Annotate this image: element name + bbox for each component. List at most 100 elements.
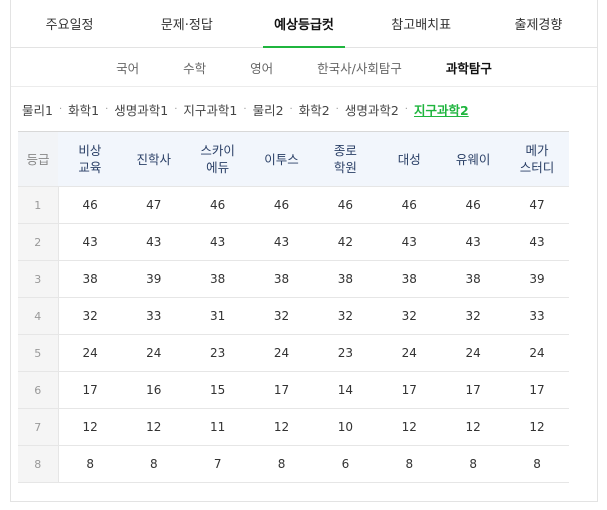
subject-link-1[interactable]: 화학1: [68, 102, 100, 118]
subject-link-4[interactable]: 물리2: [252, 102, 284, 118]
column-header-line: 스카이: [200, 143, 235, 158]
grade-cell: 8: [18, 445, 59, 483]
subtab-3[interactable]: 한국사/사회탐구: [317, 60, 402, 76]
score-cell: 24: [121, 334, 186, 372]
score-cell: 23: [313, 334, 378, 372]
score-cell: 12: [249, 408, 314, 446]
column-header-line: 에듀: [206, 160, 230, 175]
tab-4[interactable]: 출제경향: [514, 18, 563, 33]
subtab-4[interactable]: 과학탐구: [445, 60, 492, 76]
score-cell: 10: [313, 408, 378, 446]
subtab-0[interactable]: 국어: [116, 60, 140, 76]
subject-link-3[interactable]: 지구과학1: [183, 102, 238, 118]
tab-3[interactable]: 참고배치표: [391, 18, 452, 33]
score-cell: 46: [441, 186, 506, 224]
separator-dot: ·: [243, 103, 247, 115]
score-cell: 17: [58, 371, 122, 409]
main-tab-bar: 주요일정 문제·정답 예상등급컷 참고배치표 출제경향: [11, 0, 597, 48]
tab-0[interactable]: 주요일정: [45, 18, 94, 33]
column-header-line: 대성: [397, 151, 421, 167]
subtab-2[interactable]: 영어: [250, 60, 274, 76]
separator-dot: ·: [404, 103, 408, 115]
score-cell: 43: [121, 223, 186, 261]
score-cell: 12: [377, 408, 442, 446]
score-cell: 39: [121, 260, 186, 298]
table-row: 3 38 39 38 38 38 38 38 39: [18, 260, 569, 298]
score-cell: 32: [58, 297, 122, 335]
grade-cell: 3: [18, 260, 59, 298]
separator-dot: ·: [105, 103, 109, 115]
score-cell: 32: [441, 297, 506, 335]
score-cell: 12: [505, 408, 569, 446]
column-header: 메가 스터디: [505, 131, 569, 187]
score-cell: 46: [313, 186, 378, 224]
score-cell: 32: [313, 297, 378, 335]
score-cell: 47: [121, 186, 186, 224]
score-cell: 23: [185, 334, 250, 372]
score-cell: 16: [121, 371, 186, 409]
score-cell: 32: [249, 297, 314, 335]
column-header: 유웨이: [441, 131, 506, 187]
score-cell: 8: [58, 445, 122, 483]
subject-link-6[interactable]: 생명과학2: [344, 102, 399, 118]
table-row: 7 12 12 11 12 10 12 12 12: [18, 408, 569, 446]
subject-link-2[interactable]: 생명과학1: [114, 102, 169, 118]
column-header-line: 이투스: [264, 151, 299, 167]
separator-dot: ·: [174, 103, 178, 115]
subtab-1[interactable]: 수학: [183, 60, 207, 76]
column-header-line: 메가: [525, 143, 549, 158]
column-header: 대성: [377, 131, 442, 187]
score-cell: 8: [441, 445, 506, 483]
subject-link-list: 물리1 · 화학1 · 생명과학1 · 지구과학1 · 물리2 · 화학2 · 생명과학2 · 지구과학2: [22, 100, 469, 118]
score-cell: 6: [313, 445, 378, 483]
score-cell: 12: [58, 408, 122, 446]
grade-cell: 2: [18, 223, 59, 261]
grade-cell: 6: [18, 371, 59, 409]
score-cell: 46: [58, 186, 122, 224]
score-cell: 8: [505, 445, 569, 483]
column-header: 진학사: [121, 131, 186, 187]
grade-cell: 1: [18, 186, 59, 224]
grade-cell: 5: [18, 334, 59, 372]
score-cell: 43: [249, 223, 314, 261]
score-cell: 8: [121, 445, 186, 483]
score-cell: 43: [441, 223, 506, 261]
score-cell: 42: [313, 223, 378, 261]
table-row: 1 46 47 46 46 46 46 46 47: [18, 186, 569, 224]
score-cell: 43: [185, 223, 250, 261]
score-cell: 38: [185, 260, 250, 298]
separator-dot: ·: [289, 103, 293, 115]
column-header: 이투스: [249, 131, 314, 187]
score-cell: 17: [377, 371, 442, 409]
score-cell: 38: [313, 260, 378, 298]
score-cell: 43: [58, 223, 122, 261]
score-cell: 46: [249, 186, 314, 224]
score-cell: 15: [185, 371, 250, 409]
score-cell: 24: [441, 334, 506, 372]
table-row: 6 17 16 15 17 14 17 17 17: [18, 371, 569, 409]
score-cell: 11: [185, 408, 250, 446]
score-cell: 38: [377, 260, 442, 298]
score-cell: 38: [58, 260, 122, 298]
tab-1[interactable]: 문제·정답: [160, 18, 213, 33]
subject-link-7[interactable]: 지구과학2: [413, 102, 469, 118]
column-header-line: 진학사: [136, 151, 172, 167]
grade-cut-table: 등급 비상 교육 진학사 스카이 에듀 이투스 종로 학원 대성 유웨이 메가 스터디 1 46 47 46…: [18, 131, 569, 483]
score-cell: 24: [377, 334, 442, 372]
tab-2[interactable]: 예상등급컷: [245, 0, 362, 48]
subject-link-0[interactable]: 물리1: [22, 102, 53, 118]
column-header-line: 학원: [333, 160, 357, 175]
score-cell: 24: [58, 334, 122, 372]
score-cell: 46: [185, 186, 250, 224]
column-header-line: 비상: [78, 143, 102, 158]
score-cell: 31: [185, 297, 250, 335]
score-cell: 43: [377, 223, 442, 261]
column-header-line: 종로: [333, 143, 357, 158]
score-cell: 12: [441, 408, 506, 446]
score-cell: 7: [185, 445, 250, 483]
score-cell: 24: [505, 334, 569, 372]
column-header-line: 교육: [78, 160, 102, 175]
subject-link-5[interactable]: 화학2: [298, 102, 330, 118]
score-cell: 14: [313, 371, 378, 409]
